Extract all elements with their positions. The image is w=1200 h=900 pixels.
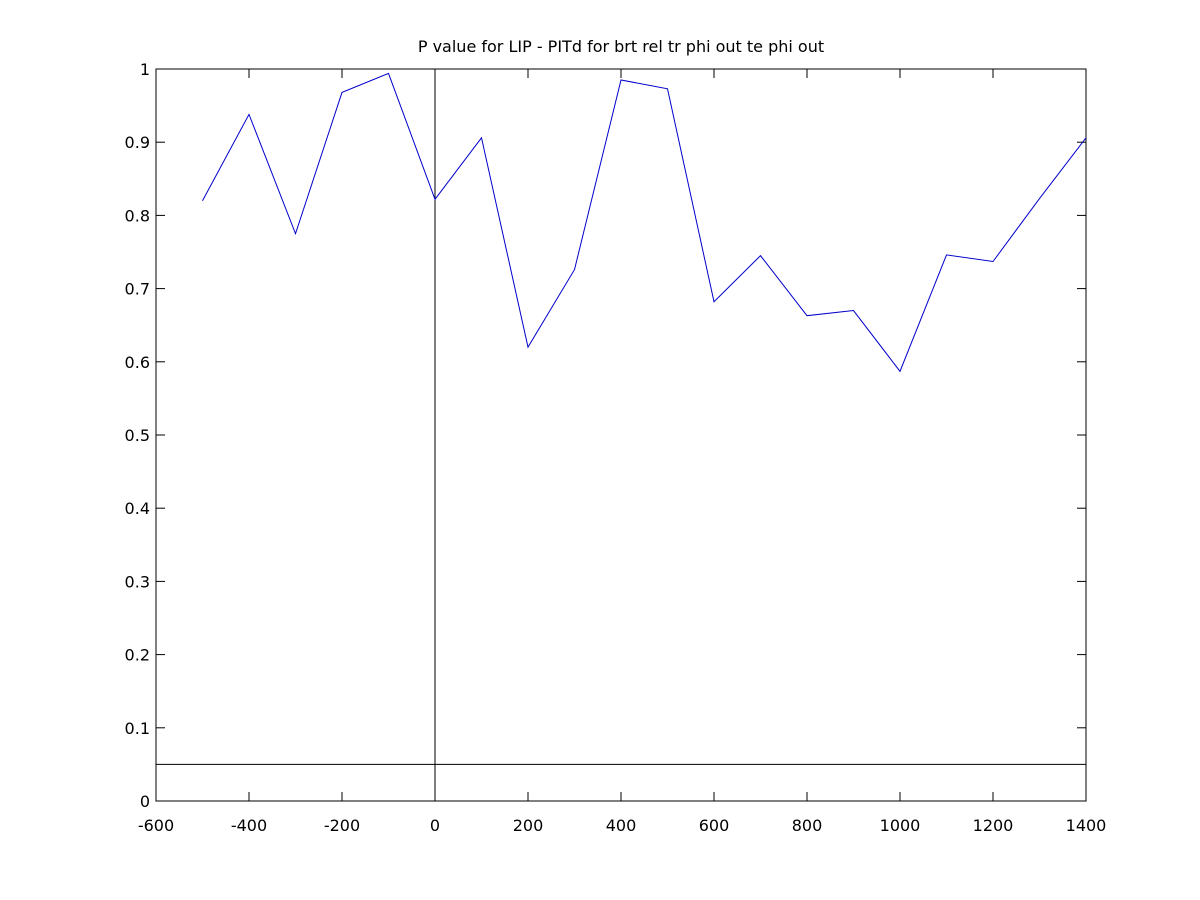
y-tick-label: 0.4 xyxy=(125,499,150,518)
x-tick-label: -400 xyxy=(231,816,267,835)
y-tick-label: 0.6 xyxy=(125,353,150,372)
y-tick-label: 0 xyxy=(140,792,150,811)
plot-area: -600 -400 -200 0 200 400 600 800 1000 1200 1400 0 0.… xyxy=(125,60,1107,835)
p-value-series-line xyxy=(202,72,1087,373)
y-tick-label: 0.1 xyxy=(125,719,150,738)
y-tick-label: 0.5 xyxy=(125,426,150,445)
y-tick-label: 0.2 xyxy=(125,646,150,665)
x-tick-label: 800 xyxy=(792,816,823,835)
y-tick-label: 0.8 xyxy=(125,206,150,225)
x-tick-label: 400 xyxy=(606,816,637,835)
x-tick-label: -200 xyxy=(324,816,360,835)
x-tick-label: 1000 xyxy=(880,816,921,835)
x-tick-label: 200 xyxy=(513,816,544,835)
y-tick-label: 0.9 xyxy=(125,133,150,152)
x-tick-label: -600 xyxy=(138,816,174,835)
x-tick-label: 1400 xyxy=(1066,816,1107,835)
chart-title: P value for LIP - PITd for brt rel tr ph… xyxy=(418,37,824,56)
y-tick-label: 0.3 xyxy=(125,572,150,591)
y-tick-label: 0.7 xyxy=(125,280,150,299)
y-tick-label: 1 xyxy=(140,60,150,79)
x-tick-label: 0 xyxy=(430,816,440,835)
x-tick-label: 600 xyxy=(699,816,730,835)
x-tick-label: 1200 xyxy=(973,816,1014,835)
